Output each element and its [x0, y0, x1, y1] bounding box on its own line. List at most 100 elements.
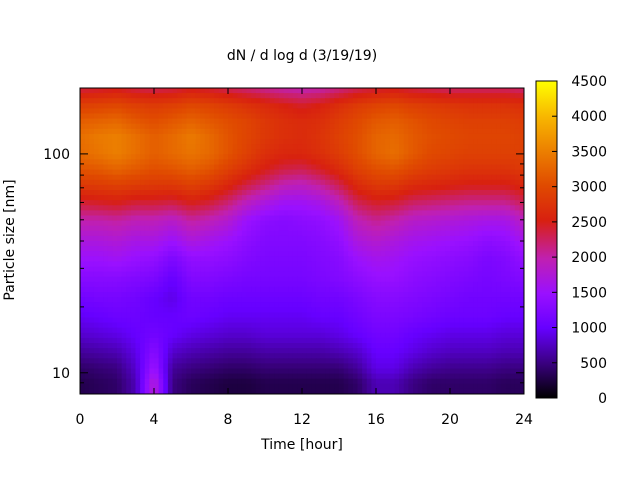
heatmap-cell: [450, 286, 456, 293]
heatmap-cell: [255, 205, 261, 211]
heatmap-cell: [491, 230, 497, 237]
heatmap-cell: [403, 261, 409, 268]
heatmap-cell: [426, 205, 433, 211]
heatmap-cell: [186, 210, 192, 217]
heatmap-cell: [496, 251, 502, 257]
heatmap-cell: [482, 149, 488, 155]
heatmap-cell: [473, 133, 479, 140]
heatmap-cell: [98, 246, 104, 252]
heatmap-cell: [399, 195, 405, 201]
heatmap-cell: [496, 348, 502, 354]
heatmap-cell: [80, 337, 86, 344]
heatmap-cell: [130, 343, 137, 349]
heatmap-cell: [468, 154, 474, 160]
heatmap-cell: [241, 179, 248, 186]
heatmap-cell: [431, 220, 437, 227]
heatmap-cell: [366, 154, 372, 160]
heatmap-cell: [426, 312, 433, 319]
heatmap-cell: [130, 241, 137, 247]
heatmap-cell: [84, 190, 90, 196]
heatmap-cell: [399, 332, 405, 339]
heatmap-cell: [426, 251, 433, 257]
heatmap-cell: [186, 169, 192, 176]
heatmap-cell: [121, 256, 127, 262]
heatmap-cell: [325, 302, 331, 308]
heatmap-cell: [292, 241, 298, 247]
heatmap-cell: [297, 220, 303, 227]
heatmap-cell: [468, 266, 474, 273]
heatmap-cell: [394, 271, 400, 278]
heatmap-cell: [158, 297, 164, 303]
heatmap-cell: [112, 337, 118, 344]
heatmap-cell: [505, 113, 511, 120]
heatmap-cell: [121, 337, 127, 344]
heatmap-cell: [89, 159, 95, 166]
heatmap-cell: [126, 133, 132, 140]
heatmap-cell: [505, 133, 511, 140]
heatmap-cell: [172, 164, 178, 171]
heatmap-cell: [149, 337, 155, 344]
heatmap-cell: [144, 118, 150, 125]
heatmap-cell: [200, 307, 206, 313]
heatmap-cell: [463, 159, 470, 166]
heatmap-cell: [329, 327, 335, 334]
heatmap-cell: [352, 312, 359, 319]
heatmap-cell: [140, 123, 146, 130]
heatmap-cell: [140, 256, 146, 262]
heatmap-cell: [445, 225, 451, 232]
heatmap-cell: [167, 230, 174, 237]
heatmap-cell: [352, 307, 359, 313]
heatmap-cell: [417, 88, 423, 94]
heatmap-cell: [394, 195, 400, 201]
heatmap-cell: [241, 332, 248, 339]
heatmap-cell: [362, 164, 368, 171]
heatmap-cell: [292, 200, 298, 206]
heatmap-cell: [241, 302, 248, 308]
heatmap-cell: [149, 190, 155, 196]
heatmap-cell: [265, 241, 271, 247]
heatmap-cell: [339, 241, 345, 247]
heatmap-cell: [218, 307, 224, 313]
heatmap-cell: [218, 88, 224, 94]
heatmap-cell: [413, 302, 419, 308]
heatmap-cell: [426, 108, 433, 115]
heatmap-cell: [130, 281, 137, 288]
heatmap-cell: [473, 337, 479, 344]
heatmap-cell: [84, 118, 90, 125]
heatmap-cell: [477, 292, 483, 298]
heatmap-cell: [103, 179, 109, 186]
heatmap-cell: [440, 190, 446, 196]
heatmap-cell: [181, 332, 187, 339]
heatmap-cell: [385, 108, 391, 115]
heatmap-cell: [302, 307, 308, 313]
heatmap-cell: [311, 225, 317, 232]
heatmap-cell: [80, 205, 86, 211]
heatmap-cell: [450, 108, 456, 115]
heatmap-cell: [84, 225, 90, 232]
heatmap-cell: [422, 184, 428, 191]
heatmap-cell: [362, 246, 368, 252]
heatmap-cell: [380, 154, 386, 160]
heatmap-cell: [126, 108, 132, 115]
heatmap-cell: [93, 281, 100, 288]
heatmap-cell: [93, 169, 100, 176]
heatmap-cell: [98, 205, 104, 211]
heatmap-cell: [343, 307, 349, 313]
heatmap-cell: [422, 256, 428, 262]
heatmap-cell: [89, 251, 95, 257]
heatmap-cell: [357, 210, 363, 217]
heatmap-cell: [343, 113, 349, 120]
heatmap-cell: [385, 230, 391, 237]
heatmap-cell: [514, 348, 520, 354]
heatmap-cell: [306, 205, 312, 211]
heatmap-cell: [200, 139, 206, 145]
heatmap-cell: [450, 210, 456, 217]
heatmap-cell: [204, 205, 211, 211]
heatmap-cell: [98, 113, 104, 120]
heatmap-cell: [311, 128, 317, 135]
heatmap-cell: [519, 220, 524, 227]
heatmap-cell: [241, 230, 248, 237]
heatmap-cell: [366, 348, 372, 354]
heatmap-cell: [463, 184, 470, 191]
heatmap-cell: [459, 195, 465, 201]
